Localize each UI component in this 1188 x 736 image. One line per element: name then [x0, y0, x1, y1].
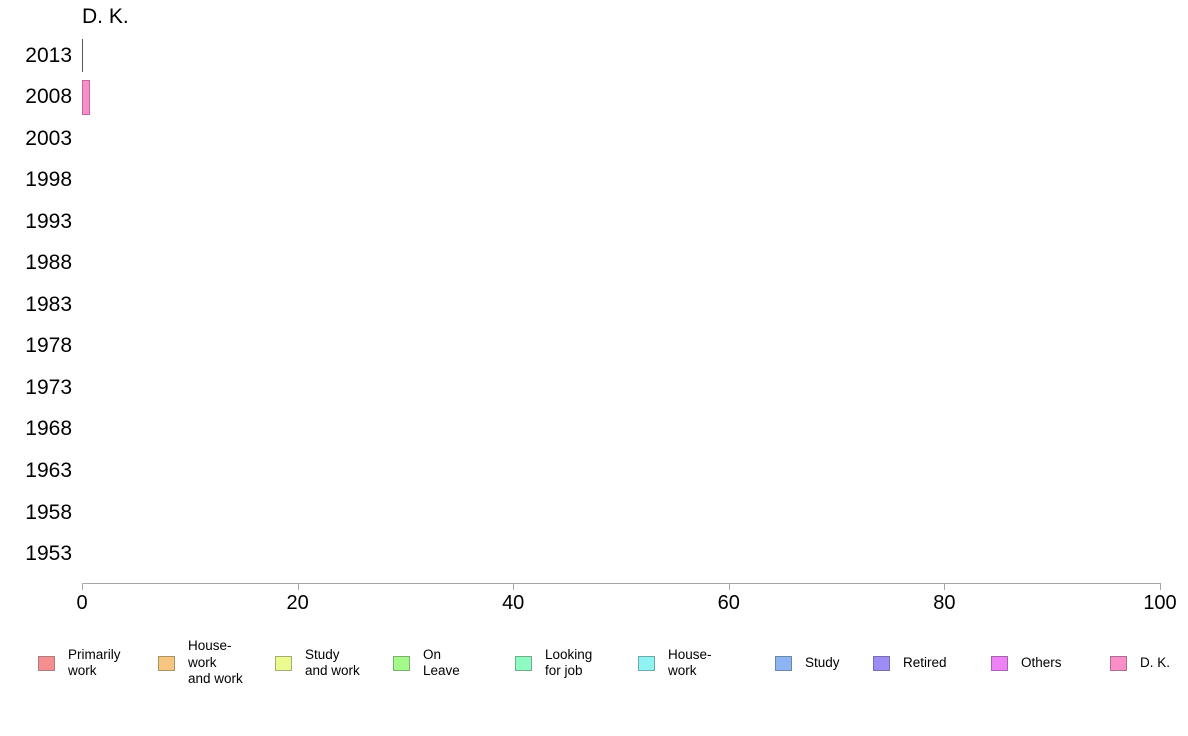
zero-value-bar	[82, 39, 83, 72]
legend-swatch	[515, 655, 532, 671]
y-tick-label: 1978	[25, 334, 72, 358]
y-tick-label: 2008	[25, 85, 72, 109]
x-tick	[513, 583, 515, 590]
y-tick-label: 1993	[25, 209, 72, 233]
legend-label: Study	[805, 654, 840, 670]
x-tick-label: 0	[76, 592, 88, 614]
y-tick-label: 2003	[25, 126, 72, 150]
legend-item: On Leave	[393, 634, 460, 692]
y-tick-label: 1963	[25, 459, 72, 482]
legend-item: D. K.	[1110, 634, 1170, 692]
legend-item: House-work	[638, 634, 712, 692]
legend-item: Primarily work	[38, 634, 121, 692]
x-tick-label: 80	[933, 592, 956, 614]
x-tick	[82, 583, 83, 590]
x-tick-label: 40	[502, 592, 525, 614]
legend-swatch	[991, 655, 1008, 671]
y-tick-label: 2013	[25, 43, 72, 67]
x-tick	[297, 583, 299, 590]
legend-swatch	[158, 655, 175, 671]
y-tick-label: 1973	[25, 375, 72, 399]
legend-label: Looking for job	[545, 646, 593, 679]
chart-title: D. K.	[82, 5, 129, 28]
legend-swatch	[38, 655, 55, 671]
legend-item: Study	[775, 634, 840, 692]
y-tick-label: 1998	[25, 168, 72, 192]
legend-label: House-work	[668, 646, 712, 679]
legend-item: Looking for job	[515, 634, 592, 692]
bar	[82, 79, 91, 115]
legend-swatch	[775, 655, 792, 671]
x-tick-label: 60	[717, 592, 740, 614]
x-tick-label: 100	[1143, 592, 1177, 614]
legend-item: Retired	[873, 634, 947, 692]
y-tick-label: 1958	[25, 500, 72, 524]
legend-swatch	[393, 655, 410, 671]
y-tick-label: 1983	[25, 292, 72, 316]
y-axis-labels: 2013 2008 2003 1998 1993 1988 1983 1978 1973 1968…	[0, 0, 72, 600]
legend-label: On Leave	[423, 646, 460, 679]
legend-item: Study and work	[275, 634, 360, 692]
plot-area: 0 20 40 60 80 100	[76, 0, 1177, 620]
legend-label: Primarily work	[68, 646, 121, 679]
y-tick-label: 1968	[25, 417, 72, 441]
x-tick	[1160, 583, 1161, 590]
legend-label: Others	[1021, 654, 1062, 670]
legend-label: Retired	[903, 654, 947, 670]
legend: Primarily work House-work and work Study and …	[0, 634, 1188, 694]
x-tick-label: 20	[286, 592, 309, 614]
y-tick-label: 1988	[25, 251, 72, 275]
legend-item: House-work and work	[158, 634, 243, 692]
legend-swatch	[873, 655, 890, 671]
x-tick	[728, 583, 730, 590]
legend-swatch	[638, 655, 655, 671]
x-axis-line	[82, 583, 1161, 584]
legend-swatch	[275, 655, 292, 671]
legend-label: Study and work	[305, 646, 360, 679]
legend-item: Others	[991, 634, 1062, 692]
legend-swatch	[1110, 655, 1127, 671]
x-tick	[944, 583, 946, 590]
legend-label: D. K.	[1140, 654, 1171, 670]
y-tick-label: 1953	[25, 542, 72, 566]
legend-label: House-work and work	[188, 638, 243, 687]
